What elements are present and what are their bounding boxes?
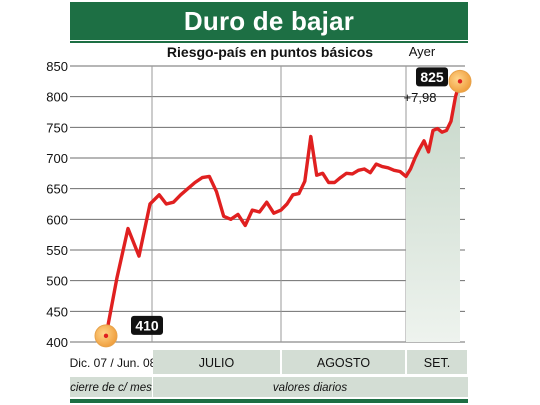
chart-title: Riesgo-país en puntos básicos [167, 44, 373, 60]
y-tick-label: 550 [46, 243, 68, 258]
latest-caption: Ayer [409, 44, 436, 59]
y-tick-label: 600 [46, 212, 68, 227]
area-layer [406, 81, 460, 342]
y-tick-label: 450 [46, 304, 68, 319]
bottom-rule [70, 399, 468, 403]
y-tick-label: 850 [46, 59, 68, 74]
start-value-label: 410 [135, 317, 159, 333]
axis-layer: 400 450 500 550 600 650 700 750 800 850 Dic. 07 / … [46, 59, 468, 397]
x-section-label: AGOSTO [317, 356, 371, 370]
chart-banner-title: Duro de bajar [70, 2, 468, 40]
x-section-band [282, 350, 405, 374]
y-tick-label: 700 [46, 151, 68, 166]
end-value-label: 825 [420, 69, 444, 85]
y-tick-label: 800 [46, 90, 68, 105]
point-dot [457, 79, 463, 84]
x-sublabel-monthly: cierre de c/ mes [70, 382, 152, 394]
y-tick-label: 400 [46, 335, 68, 350]
y-tick-label: 750 [46, 120, 68, 135]
x-subband-daily [153, 377, 468, 397]
x-section-label: SET. [424, 356, 450, 370]
series-line [104, 79, 462, 338]
area-fill-recent [406, 81, 460, 342]
x-subband-monthly [70, 377, 152, 397]
latest-change: +7,98 [404, 90, 437, 105]
y-tick-label: 650 [46, 182, 68, 197]
point-dot [103, 333, 109, 339]
x-section-band [153, 350, 280, 374]
x-sublabel-daily: valores diarios [273, 382, 347, 394]
x-section-label: JULIO [199, 356, 235, 370]
y-tick-label: 500 [46, 274, 68, 289]
x-section-label: Dic. 07 / Jun. 08 [70, 356, 157, 370]
grid-layer [70, 65, 465, 343]
banner-rule [70, 41, 468, 43]
line-layer [104, 79, 462, 338]
marker-layer: 410 825 [94, 67, 472, 348]
start-value-badge [131, 315, 163, 335]
x-section-band [407, 350, 467, 374]
end-value-badge [416, 67, 448, 87]
